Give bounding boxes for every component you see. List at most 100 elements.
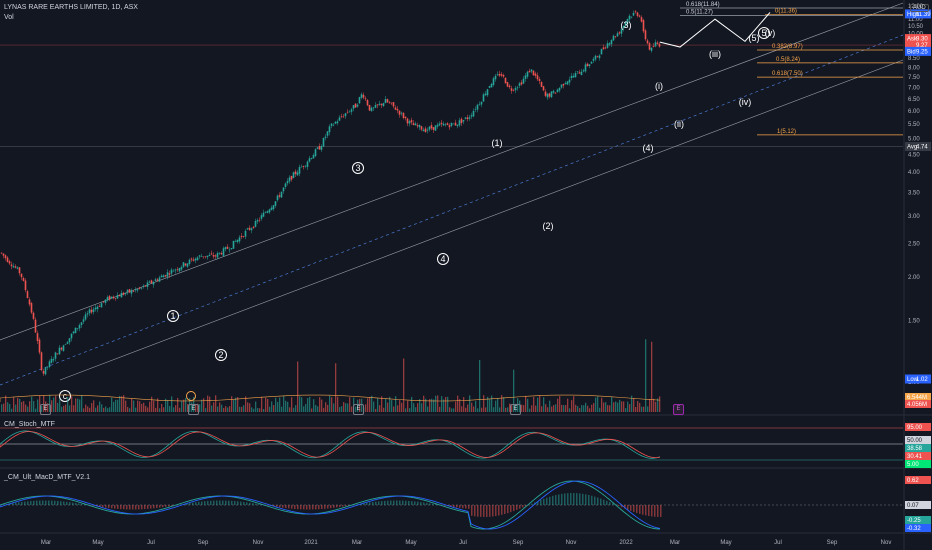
volume-bar [449, 407, 451, 412]
x-tick-label: Jul [774, 540, 782, 546]
candle-body [14, 266, 17, 268]
upcoming-earnings-button[interactable]: E [673, 404, 684, 415]
volume-bar [349, 397, 351, 412]
macd-histogram-bar [18, 502, 20, 505]
volume-bar [169, 406, 171, 412]
macd-histogram-bar [279, 505, 281, 508]
candle-body [564, 83, 567, 84]
volume-bar [415, 407, 417, 412]
candle-body [256, 220, 259, 222]
earnings-button[interactable]: E [510, 404, 521, 415]
volume-bar [501, 395, 503, 412]
candle-body [62, 345, 65, 351]
macd-histogram-bar [330, 505, 332, 509]
volume-bar [563, 405, 565, 412]
candle-body [136, 289, 139, 291]
candle-body [598, 55, 601, 58]
candle-body [200, 256, 203, 257]
volume-bar [199, 404, 201, 412]
wave-label: (2) [543, 221, 554, 231]
macd-histogram-bar [459, 505, 461, 508]
candle-body [288, 177, 291, 182]
price-label-tag: Avg [907, 145, 917, 151]
macd-histogram-bar [123, 505, 125, 510]
candle-body [270, 207, 273, 210]
candle-body [72, 331, 75, 334]
candle-body [446, 123, 449, 125]
candle-body [140, 287, 143, 289]
y-tick-label: 2.00 [908, 275, 920, 281]
stoch-label: 5.00 [907, 462, 919, 468]
volume-bar [221, 404, 223, 412]
candle-body [286, 181, 289, 184]
candle-body [212, 255, 215, 257]
volume-bar [309, 396, 311, 412]
volume-bar [361, 398, 363, 412]
volume-bar [523, 405, 525, 412]
macd-histogram-bar [201, 501, 203, 505]
candle-body [310, 158, 313, 159]
y-tick-label: 6.50 [908, 97, 920, 103]
macd-histogram-bar [153, 505, 155, 509]
candle-body [626, 18, 629, 24]
candle-body [290, 175, 293, 180]
macd-histogram-bar [273, 505, 275, 507]
candle-body [166, 272, 169, 277]
y-tick-label: 12.00 [908, 4, 924, 10]
macd-histogram-bar [369, 502, 371, 505]
candle-body [116, 295, 119, 299]
volume-label: 6.544M [907, 395, 927, 401]
candle-body [36, 333, 39, 341]
volume-bar [445, 396, 447, 412]
candle-body [184, 263, 187, 266]
candle-body [240, 235, 243, 237]
candle-body [34, 319, 37, 333]
volume-bar [475, 400, 477, 412]
price-label-value: 9.27 [916, 43, 928, 49]
stoch-pane-title: CM_Stoch_MTF [4, 421, 55, 428]
wave-label: (3) [621, 20, 632, 30]
volume-bar [621, 401, 623, 412]
earnings-button[interactable]: E [353, 404, 364, 415]
volume-bar [23, 401, 25, 412]
candle-body [30, 303, 33, 313]
volume-bar [153, 400, 155, 412]
candle-body [178, 268, 181, 272]
macd-label-box [905, 476, 931, 484]
candle-body [6, 257, 9, 262]
candle-body [548, 93, 551, 97]
volume-bar [241, 406, 243, 412]
candle-body [142, 285, 145, 287]
volume-bar [637, 401, 639, 412]
candle-body [538, 79, 541, 82]
volume-bar [119, 395, 121, 412]
macd-histogram-bar [558, 494, 560, 505]
volume-bar [571, 400, 573, 412]
candle-body [214, 255, 217, 257]
candle-body [522, 78, 525, 84]
volume-bar [97, 405, 99, 412]
price-label-box [905, 374, 931, 384]
volume-bar [57, 402, 59, 412]
earnings-button[interactable]: E [188, 404, 199, 415]
volume-bar [437, 395, 439, 412]
currency-badge[interactable]: AUD [910, 4, 929, 12]
macd-histogram-bar [624, 505, 626, 509]
candle-body [554, 92, 557, 94]
candle-body [262, 212, 265, 217]
candle-body [396, 108, 399, 111]
candle-body [532, 70, 535, 76]
candle-body [152, 281, 155, 285]
macd-histogram-bar [396, 500, 398, 505]
candle-body [38, 339, 41, 353]
volume-bar [17, 397, 19, 412]
earnings-button[interactable]: E [40, 404, 51, 415]
macd-histogram-bar [132, 505, 134, 510]
volume-bar [435, 395, 437, 412]
y-tick-label: 4.50 [908, 152, 920, 158]
candle-body [442, 123, 445, 126]
candle-body [368, 104, 371, 111]
volume-bar [157, 398, 159, 412]
candle-body [572, 75, 575, 78]
